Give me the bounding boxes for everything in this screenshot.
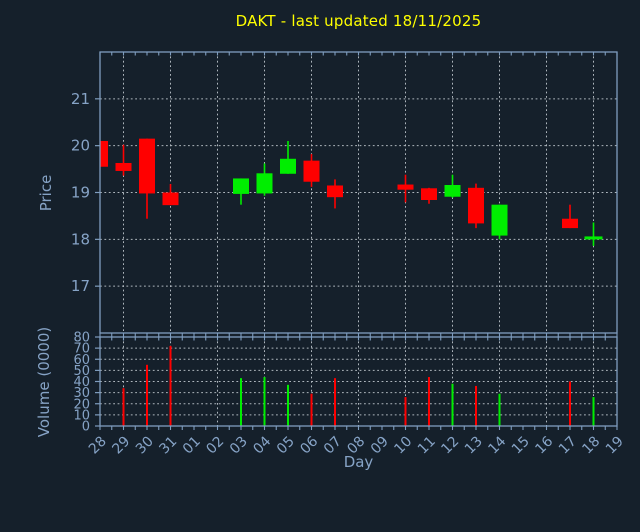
volume-bar-day-11 [428,377,430,426]
candle-day-06 [303,154,320,187]
chart-title: DAKT - last updated 18/11/2025 [235,12,482,30]
volume-bar-day-31 [169,345,172,426]
volume-bar-day-30 [146,364,148,426]
figure: 17 18 19 20 21 0 10 20 30 40 50 60 70 80 28 29 30 31 01 02 0… [35,12,627,471]
volume-bar-day-13 [475,385,477,426]
volume-bar-day-10 [404,397,407,426]
volume-tick-label-40: 40 [73,375,90,390]
candle-day-30 [139,138,155,219]
panel-borders [99,51,618,427]
candle-day-18 [584,222,603,246]
candle-day-10 [397,174,414,203]
candle-day-07 [327,179,343,209]
x-axis-label: Day [343,453,374,471]
volume-bar-day-18 [592,397,595,426]
gridlines [100,52,617,426]
candles-group [100,138,603,246]
volume-tick-label-30: 30 [73,386,90,401]
volume-bar-day-29 [122,388,125,426]
price-tick-label-19: 19 [71,184,90,202]
candle-day-11 [421,187,437,204]
volume-tick-label-20: 20 [73,397,90,412]
volume-axis-label: Volume (0000) [35,326,53,438]
volume-bars-group [122,345,595,426]
volume-bar-day-12 [451,383,454,426]
price-tick-label-21: 21 [71,90,90,108]
candle-day-12 [444,174,461,198]
price-tick-label-17: 17 [71,277,90,295]
volume-tick-label-70: 70 [73,342,90,357]
volume-tick-label-80: 80 [73,331,90,346]
candle-day-05 [280,140,296,174]
volume-bar-day-03 [240,378,242,426]
tick-marks [95,52,618,430]
candle-day-28 [100,140,108,167]
price-tick-label-18: 18 [71,230,90,248]
volume-tick-label-0: 0 [82,420,90,435]
candle-day-31 [162,184,179,206]
candle-day-03 [233,178,249,205]
candle-day-14 [491,204,508,240]
volume-tick-label-50: 50 [73,364,90,379]
candle-day-17 [562,204,578,229]
volume-bar-day-07 [334,378,336,426]
volume-bar-day-06 [310,393,313,426]
volume-bar-day-17 [569,381,571,426]
volume-tick-label-60: 60 [73,353,90,368]
volume-bar-day-05 [287,384,289,426]
price-tick-label-20: 20 [71,137,90,155]
volume-bar-day-04 [263,377,266,426]
candle-day-04 [256,163,273,196]
volume-bar-day-14 [498,393,501,426]
candle-day-13 [468,183,484,229]
volume-tick-label-10: 10 [73,408,90,423]
candle-day-29 [115,144,132,176]
